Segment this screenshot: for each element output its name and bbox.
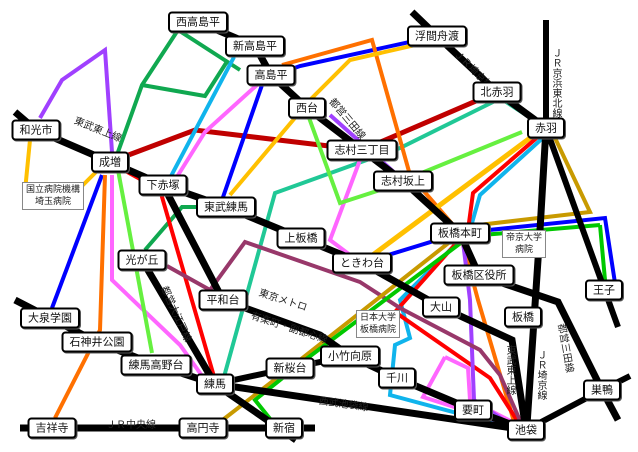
bus-route-purple-27: [38, 46, 114, 153]
label-jr-saikyo-south: ＪＲ埼京線: [535, 350, 546, 400]
station-28: 千川: [378, 367, 416, 389]
station-14: ときわ台: [332, 252, 392, 274]
station-20: 大山: [422, 296, 460, 318]
station-26: 新桜台: [265, 357, 315, 379]
station-3: 浮間舟渡: [407, 25, 467, 47]
station-0: 西高島平: [168, 11, 228, 33]
station-1: 新高島平: [225, 35, 285, 57]
station-25: 練馬高野台: [120, 354, 192, 376]
station-11: 下赤塚: [138, 174, 188, 196]
station-24: 小竹向原: [320, 345, 380, 367]
bus-route-orange-17: [53, 174, 107, 419]
bus-route-orange-18: [281, 37, 517, 426]
station-32: 高円寺: [178, 417, 228, 439]
bus-route-green-3: [116, 27, 242, 153]
bus-route-blue-16: [50, 174, 104, 309]
bus-route-green-4: [141, 58, 230, 99]
hospital-label: 国立病院機構 埼玉病院: [21, 182, 85, 210]
station-7: 和光市: [11, 119, 61, 141]
bus-route-cyan-6: [168, 56, 236, 179]
bus-route-yellow-22: [360, 135, 532, 266]
station-22: 大泉学園: [20, 307, 80, 329]
station-19: 平和台: [198, 289, 248, 311]
station-16: 板橋区役所: [443, 264, 515, 286]
hospital-label: 日本大学 板橋病院: [355, 310, 401, 338]
station-10: 志村坂上: [373, 170, 433, 192]
bus-route-light-green-24: [306, 114, 523, 206]
station-29: 巣鴨: [583, 379, 621, 401]
rail-line-33: [12, 109, 530, 431]
bus-route-teal-2: [220, 98, 498, 385]
hospital-label: 帝京大学 病院: [501, 230, 547, 258]
station-23: 石神井公園: [61, 331, 133, 353]
station-2: 高島平: [246, 64, 296, 86]
station-31: 吉祥寺: [27, 417, 77, 439]
station-17: 王子: [585, 279, 623, 301]
station-30: 要町: [454, 399, 492, 421]
station-8: 成増: [91, 151, 129, 173]
station-5: 北赤羽: [472, 81, 522, 103]
bus-route-pink-8: [173, 82, 260, 182]
station-33: 新宿: [265, 417, 303, 439]
station-13: 上板橋: [276, 227, 326, 249]
station-15: 板橋本町: [430, 222, 490, 244]
bus-route-pink-9: [327, 159, 362, 257]
label-jr-chuo: ＪＲ中央線: [106, 420, 156, 431]
label-tobu-tojo-south: 東武東上線: [504, 345, 515, 395]
station-18: 光が丘: [117, 249, 167, 271]
station-9: 志村三丁目: [326, 139, 398, 161]
bus-route-bright-green-31: [598, 224, 607, 281]
station-4: 西台: [288, 97, 326, 119]
station-27: 練馬: [196, 373, 234, 395]
station-6: 赤羽: [527, 117, 565, 139]
bus-route-red-26: [392, 133, 542, 427]
label-jr-keihin-tohoku: ＪＲ京浜東北線: [550, 48, 561, 118]
bus-route-blue-14: [220, 84, 264, 201]
bus-route-yellow-21: [228, 38, 438, 197]
station-12: 東武練馬: [196, 196, 256, 218]
station-34: 池袋: [507, 419, 545, 441]
station-21: 板橋: [504, 306, 542, 328]
